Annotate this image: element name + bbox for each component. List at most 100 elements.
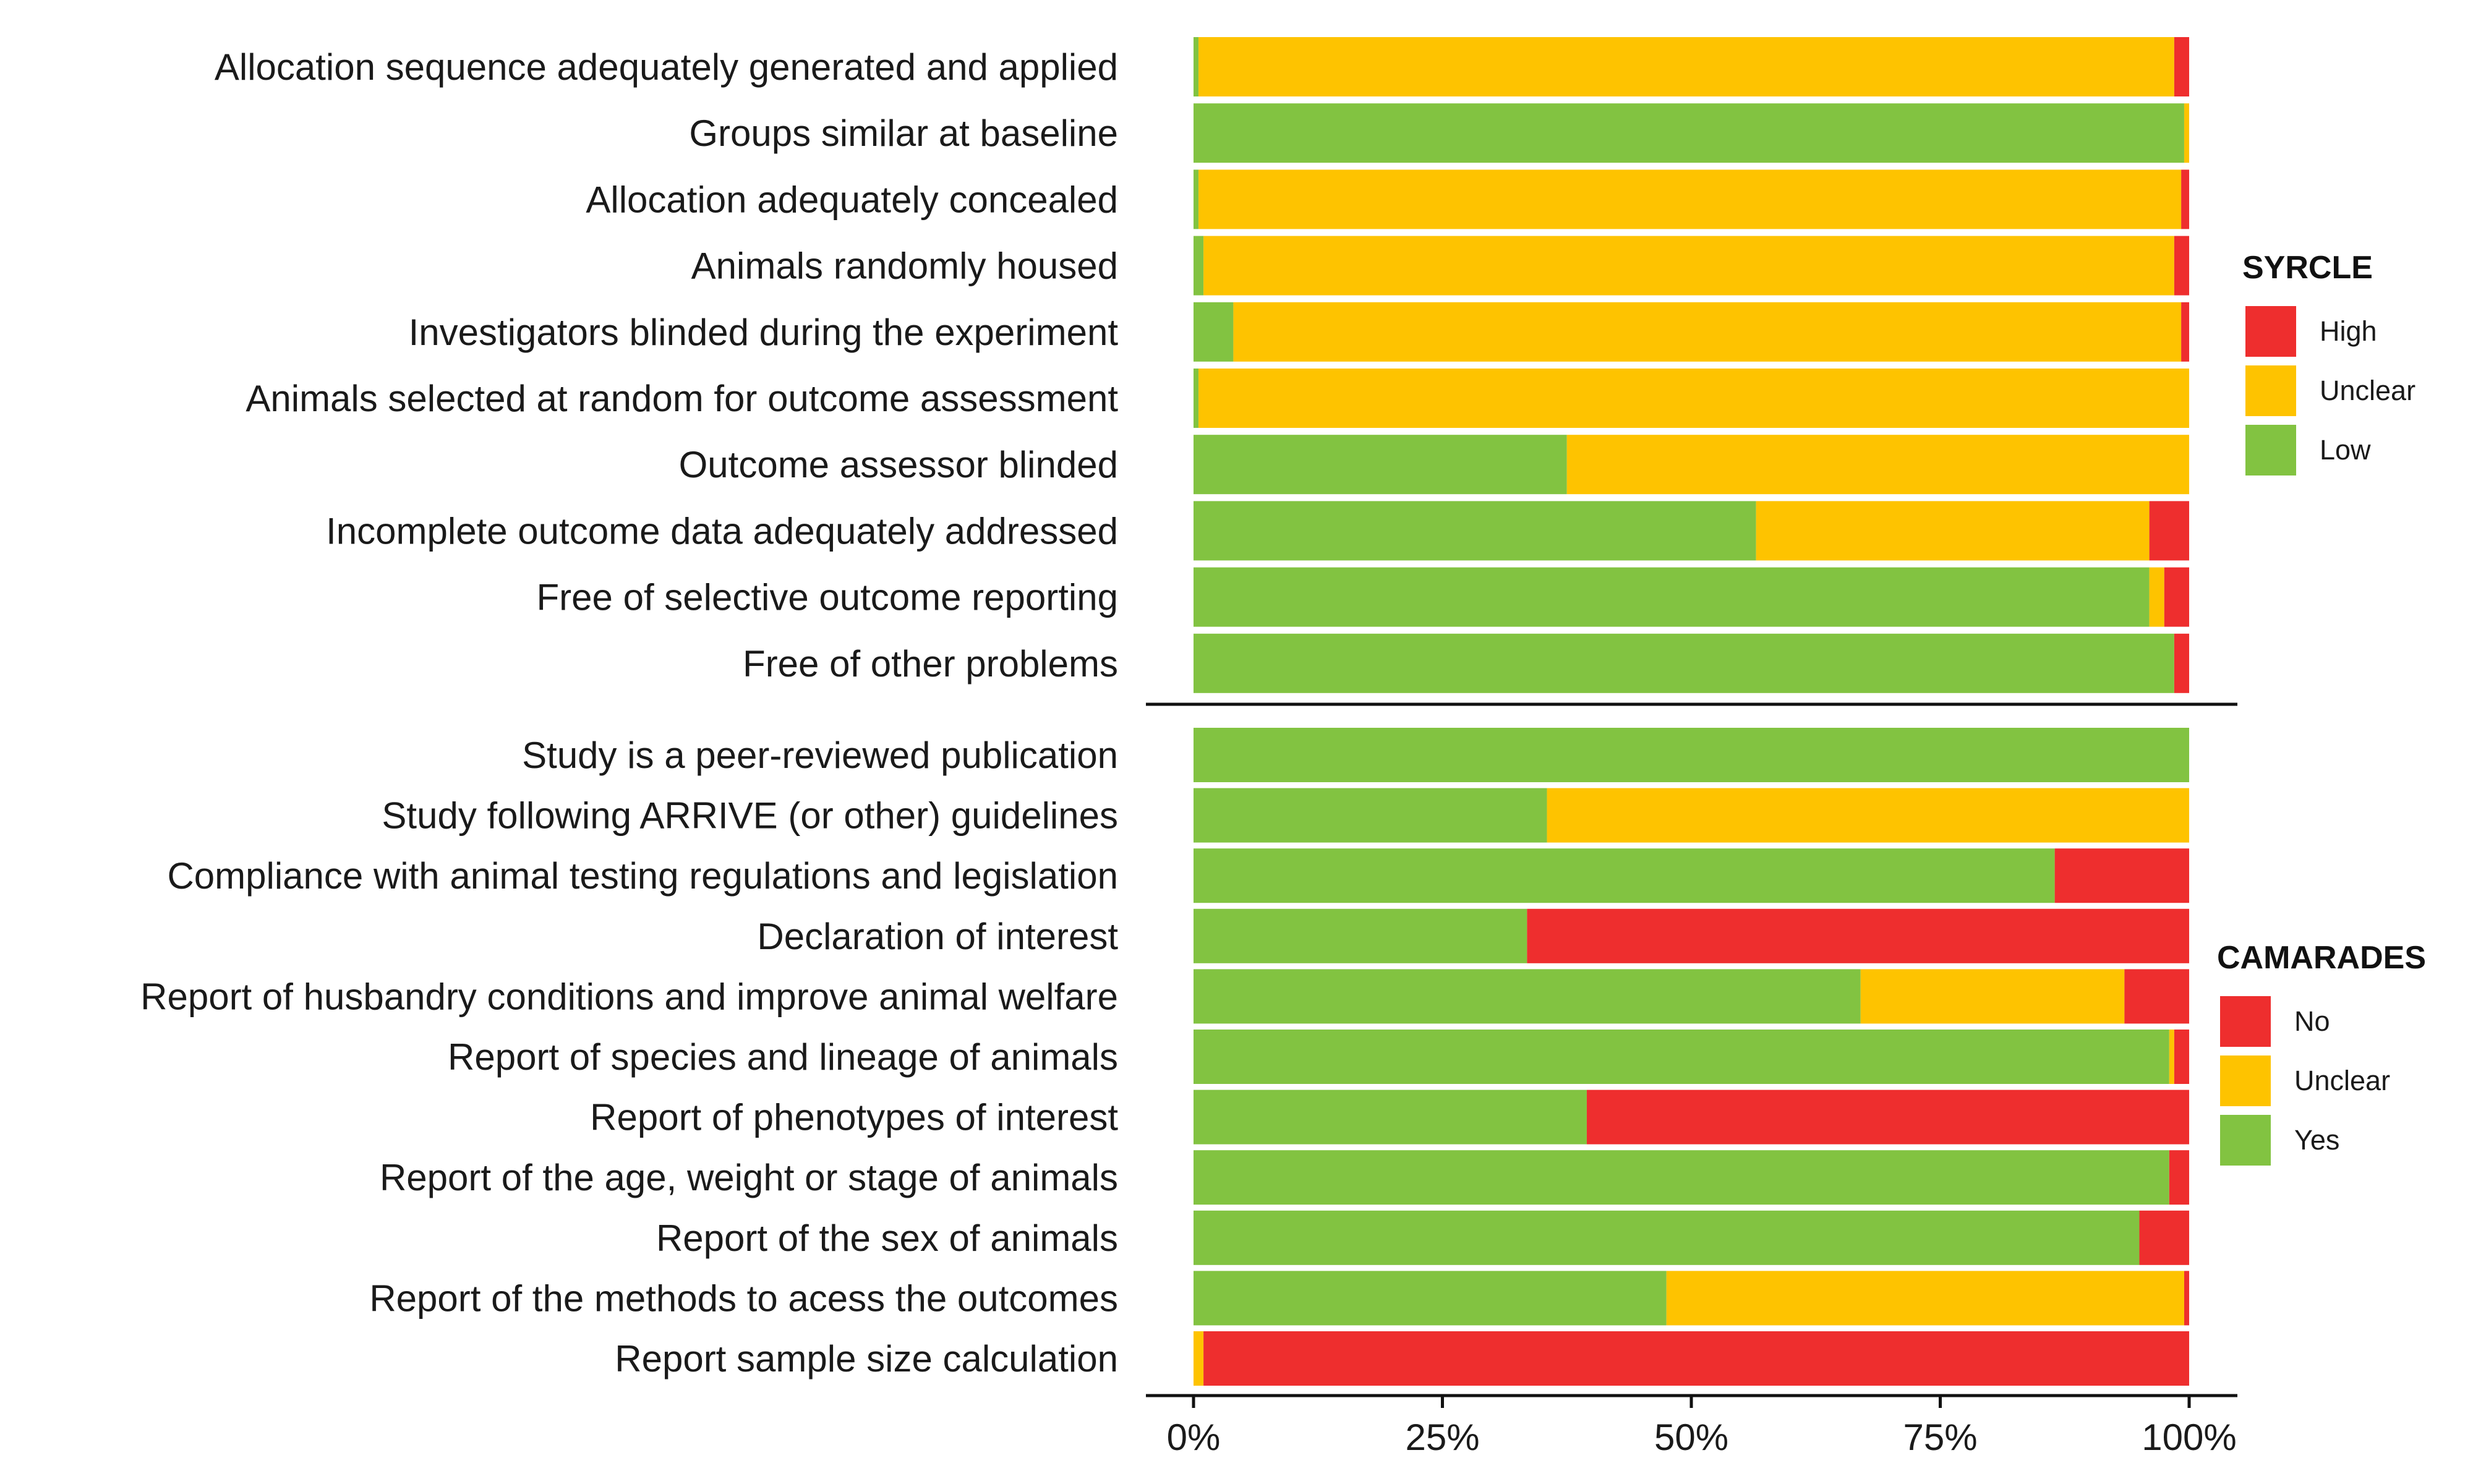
- bar-row-syrcle-7: [1194, 501, 2189, 561]
- category-label: Investigators blinded during the experim…: [409, 312, 1119, 353]
- bars-layer: [1194, 37, 2189, 1386]
- bar-segment-no: [1586, 1090, 2189, 1145]
- bar-segment-low: [1194, 633, 2174, 693]
- legend-label: No: [2294, 1005, 2330, 1037]
- legend-syrcle: SYRCLE High Unclear Low: [2242, 250, 2415, 475]
- bar-segment-high: [2181, 302, 2189, 362]
- category-label: Animals selected at random for outcome a…: [246, 378, 1118, 419]
- bar-row-camarades-6: [1194, 1090, 2189, 1145]
- bar-segment-low: [1194, 435, 1567, 495]
- x-tick-label: 50%: [1654, 1417, 1728, 1458]
- bar-segment-low: [1194, 567, 2150, 627]
- bar-segment-no: [2139, 1210, 2189, 1265]
- bar-segment-unclear: [1666, 1271, 2184, 1326]
- category-label: Allocation adequately concealed: [586, 179, 1118, 220]
- bar-segment-unclear: [2184, 103, 2189, 163]
- bar-row-syrcle-6: [1194, 435, 2189, 495]
- bar-segment-low: [1194, 103, 2184, 163]
- bar-segment-yes: [1194, 1090, 1587, 1145]
- bar-row-camarades-5: [1194, 1030, 2189, 1084]
- bar-segment-yes: [1194, 788, 1547, 843]
- bar-segment-high: [2174, 37, 2189, 96]
- category-label: Allocation sequence adequately generated…: [215, 46, 1118, 88]
- x-tick-label: 75%: [1903, 1417, 1977, 1458]
- category-label: Groups similar at baseline: [689, 113, 1118, 154]
- category-label: Free of other problems: [743, 643, 1118, 684]
- bar-segment-no: [2174, 1030, 2189, 1084]
- legend-swatch: [2220, 1055, 2271, 1106]
- bar-segment-yes: [1194, 1271, 1667, 1326]
- bar-row-camarades-1: [1194, 788, 2189, 843]
- category-label: Outcome assessor blinded: [679, 444, 1118, 485]
- bar-row-syrcle-2: [1194, 169, 2189, 229]
- legend-label: Unclear: [2294, 1065, 2390, 1096]
- bar-row-syrcle-1: [1194, 103, 2189, 163]
- bar-row-syrcle-3: [1194, 236, 2189, 296]
- category-label: Free of selective outcome reporting: [537, 577, 1118, 618]
- bar-segment-yes: [1194, 1210, 2140, 1265]
- bar-segment-unclear: [1566, 435, 2189, 495]
- category-label: Study is a peer-reviewed publication: [522, 735, 1118, 776]
- bar-segment-high: [2174, 633, 2189, 693]
- legend-swatch: [2245, 365, 2296, 416]
- legend-camarades: CAMARADES No Unclear Yes: [2217, 940, 2426, 1166]
- bar-segment-yes: [1194, 728, 2189, 782]
- legend-label: Yes: [2294, 1124, 2339, 1156]
- category-label: Report of phenotypes of interest: [590, 1097, 1118, 1138]
- bar-row-syrcle-0: [1194, 37, 2189, 96]
- bar-row-camarades-8: [1194, 1210, 2189, 1265]
- bar-segment-low: [1194, 302, 1234, 362]
- bar-segment-no: [2124, 969, 2189, 1024]
- category-label: Report of the sex of animals: [656, 1217, 1118, 1259]
- bar-row-camarades-10: [1194, 1331, 2189, 1386]
- bar-segment-no: [2184, 1271, 2189, 1326]
- category-label: Report of the methods to acess the outco…: [369, 1277, 1118, 1319]
- bar-segment-yes: [1194, 969, 1861, 1024]
- bar-segment-high: [2174, 236, 2189, 296]
- category-label: Declaration of interest: [757, 916, 1118, 957]
- bar-segment-yes: [1194, 1030, 2169, 1084]
- legend-label: High: [2320, 315, 2377, 347]
- bar-segment-no: [2169, 1150, 2189, 1205]
- x-tick-label: 100%: [2142, 1417, 2236, 1458]
- bar-segment-unclear: [2169, 1030, 2174, 1084]
- bar-segment-unclear: [2149, 567, 2164, 627]
- bar-row-camarades-3: [1194, 908, 2189, 963]
- legend-label: Low: [2320, 434, 2371, 466]
- bar-segment-unclear: [1198, 37, 2174, 96]
- bar-segment-yes: [1194, 1150, 2169, 1205]
- bar-segment-low: [1194, 236, 1204, 296]
- bar-segment-unclear: [1233, 302, 2182, 362]
- legend-title: CAMARADES: [2217, 940, 2426, 976]
- category-label: Compliance with animal testing regulatio…: [167, 855, 1118, 897]
- bar-segment-no: [2054, 848, 2189, 903]
- bar-segment-high: [2181, 169, 2189, 229]
- category-labels: Allocation sequence adequately generated…: [140, 46, 1118, 1380]
- bar-segment-unclear: [1547, 788, 2189, 843]
- legend-swatch: [2245, 306, 2296, 357]
- bar-row-camarades-0: [1194, 728, 2189, 782]
- bar-row-syrcle-9: [1194, 633, 2189, 693]
- x-tick-label: 0%: [1167, 1417, 1221, 1458]
- category-label: Report of husbandry conditions and impro…: [140, 976, 1118, 1017]
- category-label: Report of the age, weight or stage of an…: [380, 1157, 1118, 1198]
- bar-segment-no: [1527, 908, 2189, 963]
- category-label: Report sample size calculation: [615, 1338, 1118, 1380]
- legend-swatch: [2220, 996, 2271, 1047]
- bar-segment-yes: [1194, 848, 2055, 903]
- bar-segment-unclear: [1198, 369, 2189, 428]
- legend-swatch: [2220, 1115, 2271, 1166]
- bar-segment-low: [1194, 501, 1756, 561]
- legend-label: Unclear: [2320, 375, 2415, 406]
- legend-swatch: [2245, 425, 2296, 475]
- bar-row-camarades-9: [1194, 1271, 2189, 1326]
- bar-segment-low: [1194, 37, 1199, 96]
- bar-segment-high: [2149, 501, 2189, 561]
- bar-row-camarades-7: [1194, 1150, 2189, 1205]
- bar-segment-high: [2164, 567, 2189, 627]
- bar-row-syrcle-8: [1194, 567, 2189, 627]
- bar-row-syrcle-4: [1194, 302, 2189, 362]
- bar-row-camarades-2: [1194, 848, 2189, 903]
- bar-segment-unclear: [1203, 236, 2174, 296]
